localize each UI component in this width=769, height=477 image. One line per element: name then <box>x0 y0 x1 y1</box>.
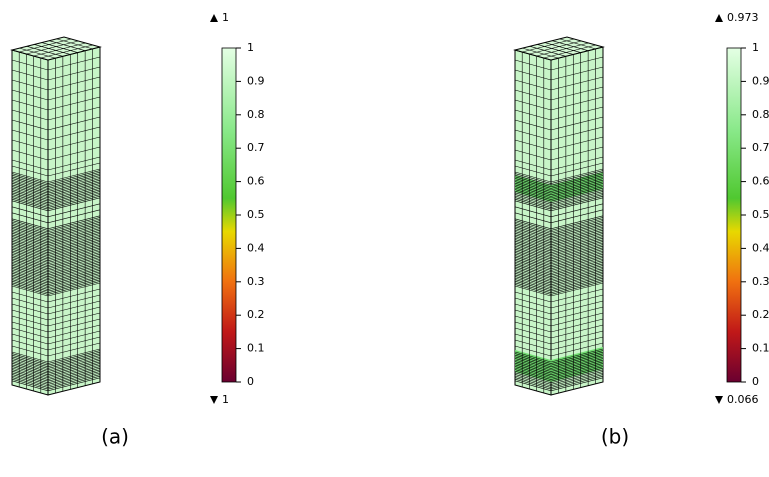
colorbar <box>222 48 236 382</box>
colorbar-tick-label: 0.5 <box>247 208 265 221</box>
max-marker <box>715 14 723 22</box>
colorbar-tick-label: 0.7 <box>752 141 769 154</box>
colorbar-tick-label: 0.5 <box>752 208 769 221</box>
mesh-column <box>12 37 100 395</box>
colorbar <box>727 48 741 382</box>
min-marker <box>210 396 218 404</box>
colorbar-tick-label: 0.9 <box>752 74 769 87</box>
colorbar-tick-label: 0.9 <box>247 74 265 87</box>
colorbar-tick-label: 0.6 <box>247 175 265 188</box>
mesh-column <box>515 37 603 395</box>
colorbar-tick-label: 0.4 <box>247 241 265 254</box>
max-label: 0.973 <box>727 11 759 24</box>
colorbar-tick-label: 0.6 <box>752 175 769 188</box>
colorbar-tick-label: 1 <box>752 41 759 54</box>
min-marker <box>715 396 723 404</box>
colorbar-tick-label: 0.7 <box>247 141 265 154</box>
min-label: 1 <box>222 393 229 406</box>
caption: (b) <box>601 425 629 449</box>
max-label: 1 <box>222 11 229 24</box>
colorbar-tick-label: 0.8 <box>752 108 769 121</box>
caption: (a) <box>101 425 129 449</box>
colorbar-tick-label: 0.4 <box>752 241 769 254</box>
colorbar-tick-label: 0.3 <box>752 275 769 288</box>
min-label: 0.066 <box>727 393 759 406</box>
colorbar-tick-label: 0 <box>752 375 759 388</box>
colorbar-tick-label: 0.3 <box>247 275 265 288</box>
colorbar-tick-label: 0.1 <box>247 342 265 355</box>
colorbar-tick-label: 0.1 <box>752 342 769 355</box>
max-marker <box>210 14 218 22</box>
page: 0 0.1 0.2 0.3 0.4 0.5 0.6 0.7 0.8 0.9 1 1 1 (a) 0 0.1 0.… <box>0 0 769 477</box>
colorbar-tick-label: 0.2 <box>752 308 769 321</box>
colorbar-tick-label: 1 <box>247 41 254 54</box>
colorbar-tick-label: 0.8 <box>247 108 265 121</box>
colorbar-tick-label: 0.2 <box>247 308 265 321</box>
colorbar-tick-label: 0 <box>247 375 254 388</box>
figure: 0 0.1 0.2 0.3 0.4 0.5 0.6 0.7 0.8 0.9 1 1 1 (a) 0 0.1 0.… <box>0 0 769 477</box>
